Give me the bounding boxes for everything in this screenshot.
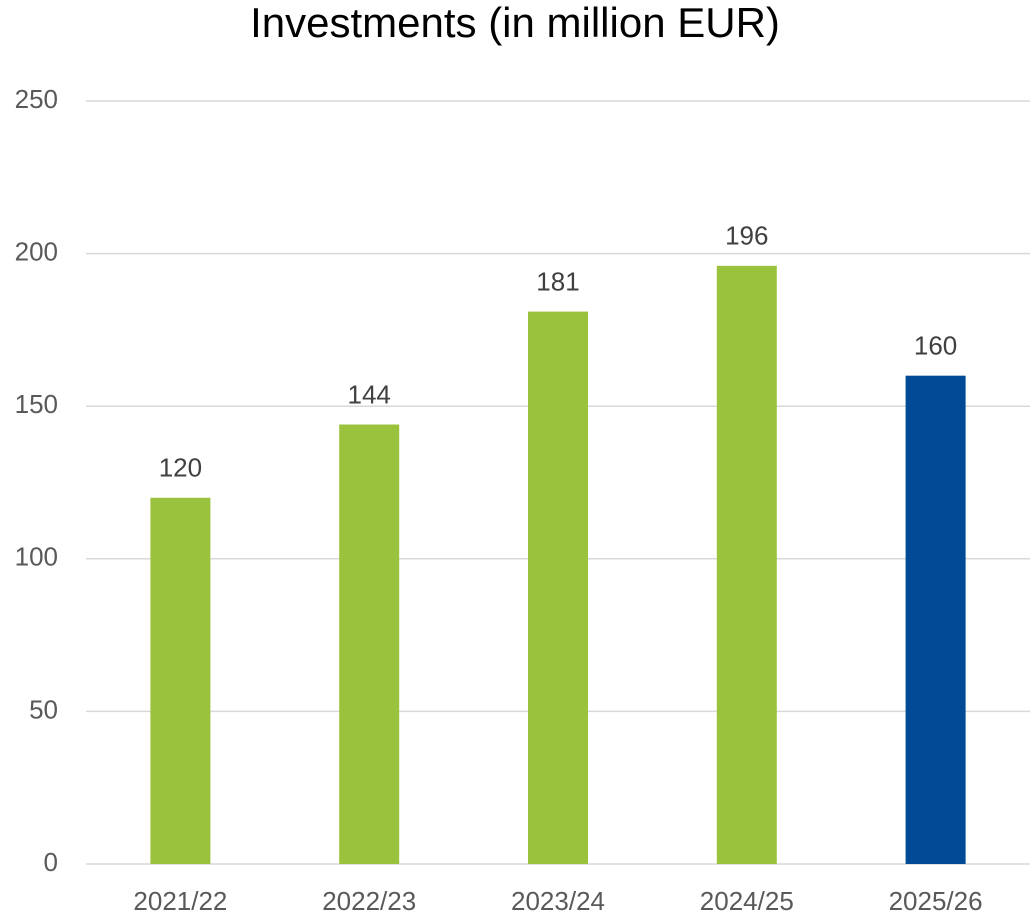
data-label: 160 (914, 331, 957, 361)
bar (905, 375, 966, 864)
bar (528, 311, 588, 864)
data-label: 196 (725, 221, 768, 251)
y-tick-label: 150 (15, 389, 58, 419)
data-label: 144 (348, 379, 391, 409)
y-tick-label: 200 (15, 236, 58, 266)
y-tick-label: 0 (44, 847, 58, 877)
y-tick-label: 250 (15, 84, 58, 114)
chart-title: Investments (in million EUR) (250, 0, 780, 46)
data-label: 120 (159, 453, 202, 483)
x-tick-label: 2025/26 (889, 886, 983, 916)
x-tick-label: 2022/23 (322, 886, 416, 916)
data-label: 181 (536, 266, 579, 296)
x-tick-label: 2023/24 (511, 886, 605, 916)
x-tick-label: 2021/22 (133, 886, 227, 916)
y-tick-label: 100 (15, 542, 58, 572)
x-tick-label: 2024/25 (700, 886, 794, 916)
bar (716, 265, 777, 865)
bar (339, 424, 400, 864)
bar (150, 497, 211, 864)
y-tick-label: 50 (29, 694, 58, 724)
